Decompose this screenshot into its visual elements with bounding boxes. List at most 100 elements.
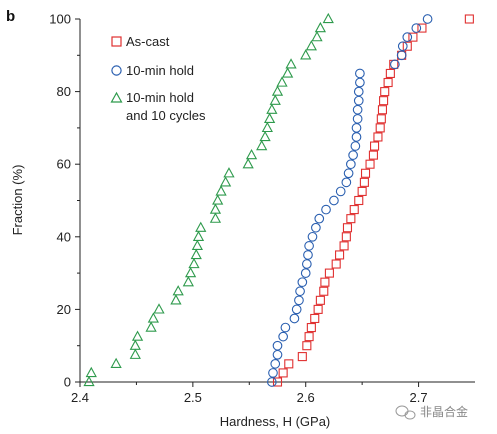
data-point-series-2: [131, 330, 144, 341]
data-point-series-0: [335, 250, 345, 260]
data-point-series-1: [289, 313, 300, 324]
data-point-series-2: [209, 203, 222, 214]
data-point-series-0: [278, 368, 288, 378]
data-point-series-2: [215, 185, 227, 196]
data-point-series-0: [342, 223, 353, 233]
data-point-series-2: [153, 303, 165, 314]
data-point-series-1: [303, 250, 313, 260]
data-point-series-1: [335, 186, 346, 197]
data-point-series-2: [285, 58, 297, 69]
data-point-series-1: [351, 123, 362, 133]
x-tick-label: 2.5: [184, 390, 202, 405]
data-point-series-0: [359, 177, 369, 187]
data-point-series-0: [408, 32, 418, 42]
data-point-series-1: [272, 349, 283, 360]
data-point-series-0: [310, 313, 320, 324]
data-point-series-0: [375, 123, 385, 133]
data-point-series-1: [300, 268, 311, 278]
data-point-series-0: [319, 286, 329, 296]
data-point-series-1: [314, 213, 325, 224]
data-point-series-2: [85, 366, 97, 378]
chart-legend: As-cast 10-min hold 10-min hold and 10 c…: [110, 34, 206, 123]
y-tick-label: 40: [57, 229, 71, 244]
plot-axes: 2.4 2.5 2.6 2.7 0 20 40 60 80 100: [49, 12, 475, 405]
data-point-series-0: [373, 132, 383, 142]
data-point-series-2: [282, 67, 294, 78]
data-point-series-0: [315, 295, 325, 305]
data-point-series-2: [145, 321, 157, 332]
data-point-series-1: [351, 132, 362, 142]
y-tick-label: 0: [64, 375, 71, 390]
data-point-series-1: [350, 141, 361, 151]
data-point-series-2: [212, 194, 224, 205]
legend-label-10-cycles-line2: and 10 cycles: [126, 108, 206, 123]
data-point-series-1: [268, 368, 278, 378]
data-point-series-1: [355, 68, 365, 79]
data-point-series-1: [353, 95, 364, 106]
legend-label-10-min-hold: 10-min hold: [126, 63, 194, 78]
data-point-series-1: [307, 231, 318, 242]
data-point-series-1: [329, 195, 339, 206]
data-point-series-1: [278, 331, 288, 342]
watermark-text: 非晶合金: [420, 404, 468, 419]
data-point-series-1: [311, 222, 321, 233]
data-point-series-2: [305, 40, 317, 51]
data-point-series-0: [346, 214, 356, 224]
legend-label-as-cast: As-cast: [126, 34, 170, 49]
data-point-series-2: [170, 294, 182, 305]
data-point-series-2: [182, 276, 194, 287]
data-point-series-0: [302, 341, 312, 351]
data-point-series-0: [365, 159, 375, 169]
data-point-series-0: [313, 304, 323, 314]
data-point-series-2: [300, 49, 312, 60]
data-point-series-2: [129, 348, 141, 359]
data-point-series-2: [261, 121, 273, 133]
data-point-series-1: [346, 159, 356, 170]
data-point-series-1: [396, 50, 407, 61]
data-point-series-2: [184, 266, 197, 278]
data-point-series-2: [314, 21, 327, 33]
data-point-series-0: [360, 168, 371, 178]
data-point-series-2: [259, 130, 271, 142]
panel-label: b: [6, 8, 15, 25]
data-point-series-2: [245, 148, 258, 160]
data-point-series-1: [422, 14, 433, 24]
data-point-series-1: [294, 295, 304, 306]
data-point-series-0: [304, 332, 314, 342]
data-point-series-2: [242, 158, 254, 169]
data-point-series-0: [417, 23, 427, 33]
x-tick-label: 2.7: [410, 390, 428, 405]
data-point-series-1: [270, 359, 281, 369]
data-point-series-0: [339, 241, 349, 251]
data-markers: [83, 12, 474, 387]
data-point-series-2: [129, 339, 141, 350]
data-point-series-0: [383, 77, 393, 88]
data-point-series-1: [352, 104, 363, 115]
data-point-series-0: [341, 232, 351, 242]
data-point-series-0: [379, 96, 389, 106]
data-point-series-0: [324, 268, 334, 278]
data-point-series-2: [110, 357, 122, 369]
data-point-series-2: [219, 176, 232, 187]
data-point-series-2: [209, 212, 222, 223]
data-point-series-1: [343, 168, 354, 179]
data-point-series-0: [376, 114, 386, 124]
data-point-series-2: [311, 31, 323, 42]
data-point-series-1: [272, 340, 283, 351]
data-point-series-2: [322, 12, 334, 24]
data-point-series-0: [370, 141, 380, 151]
legend-marker-as-cast: [111, 36, 122, 47]
y-axis-title: Fraction (%): [10, 165, 25, 236]
data-point-series-2: [256, 139, 268, 151]
data-point-series-1: [390, 59, 400, 70]
data-point-series-1: [411, 23, 422, 33]
data-point-series-1: [267, 377, 277, 387]
y-tick-label: 80: [57, 84, 71, 99]
data-point-series-1: [352, 113, 363, 124]
data-point-series-1: [355, 77, 365, 88]
y-tick-label: 100: [49, 12, 71, 27]
data-point-series-1: [295, 286, 305, 297]
data-point-series-0: [320, 277, 330, 287]
data-point-series-2: [191, 239, 203, 251]
legend-label-10-cycles-line1: 10-min hold: [126, 90, 194, 105]
